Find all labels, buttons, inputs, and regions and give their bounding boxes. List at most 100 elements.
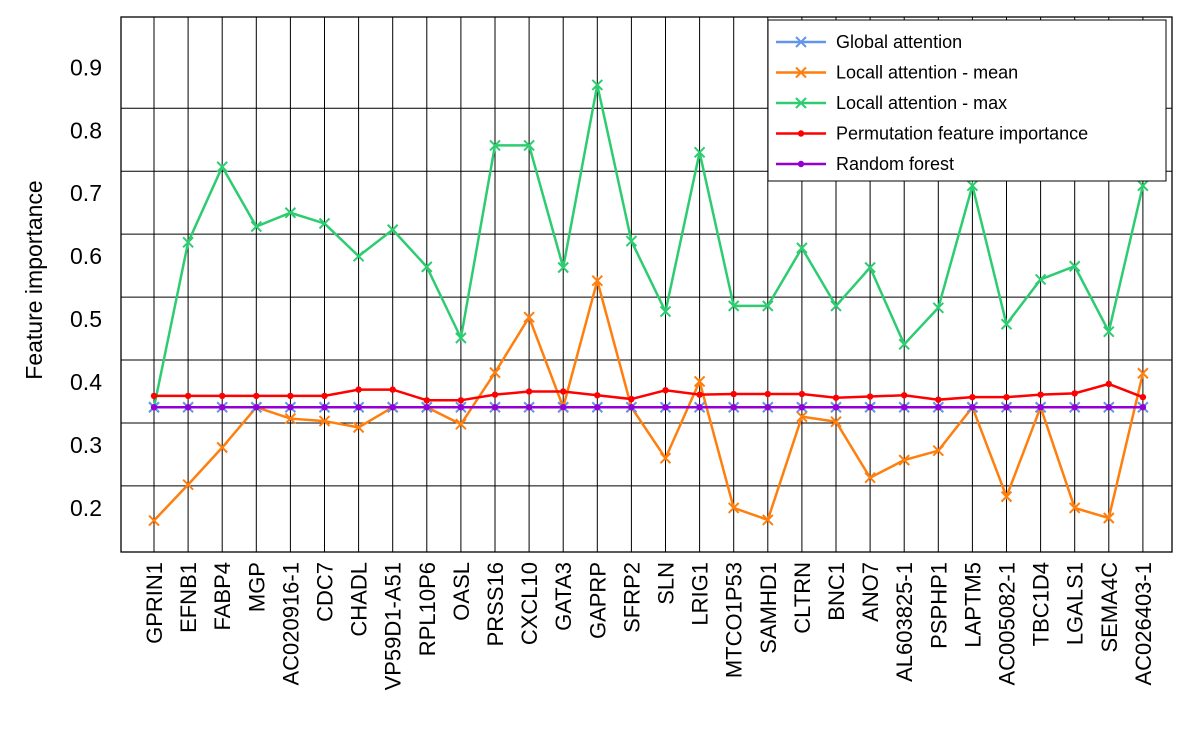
data-point — [491, 391, 499, 398]
data-point — [935, 404, 942, 411]
data-point — [386, 224, 399, 236]
data-point — [216, 161, 228, 173]
data-point — [457, 404, 465, 411]
data-point — [628, 395, 635, 403]
data-point — [832, 404, 840, 411]
data-point — [662, 404, 669, 411]
data-point — [1003, 393, 1010, 401]
series-line — [152, 84, 1145, 408]
data-point — [866, 393, 874, 400]
data-point — [693, 146, 706, 159]
data-point — [287, 404, 294, 411]
data-point — [730, 390, 737, 398]
data-point — [321, 404, 328, 411]
data-point — [489, 366, 501, 379]
x-tick-label: CDC7 — [313, 562, 338, 622]
data-point — [898, 454, 910, 466]
data-point — [1000, 490, 1013, 503]
data-point — [216, 441, 228, 454]
legend: Global attention Locall attention - mean L… — [767, 19, 1167, 182]
data-point — [659, 452, 672, 464]
data-point — [1068, 260, 1081, 272]
data-point — [594, 392, 601, 399]
data-point — [969, 393, 976, 401]
data-point — [1139, 393, 1147, 401]
x-tick-label: GPRIN1 — [142, 562, 167, 644]
data-point — [693, 375, 706, 388]
data-point — [253, 392, 260, 400]
x-tick-label: GAPRP — [585, 562, 610, 639]
data-point — [560, 404, 567, 411]
x-tick-label: OASL — [449, 562, 474, 621]
data-point — [628, 404, 635, 411]
data-point — [1034, 273, 1047, 286]
data-point — [253, 404, 260, 411]
data-point — [727, 300, 740, 312]
y-tick-label: 0.4 — [70, 369, 102, 395]
y-axis-ticks: 0.2 0.3 0.4 0.5 0.6 0.7 0.8 0.9 — [70, 54, 102, 521]
data-point — [898, 338, 910, 351]
data-point — [591, 275, 604, 287]
y-tick-label: 0.9 — [70, 54, 102, 80]
data-point — [659, 305, 672, 318]
legend-marker — [797, 130, 805, 137]
data-point — [1068, 502, 1081, 514]
x-tick-label: TBC1D4 — [1029, 562, 1054, 646]
data-point — [832, 394, 840, 401]
y-tick-label: 0.2 — [70, 495, 102, 521]
legend-marker — [795, 66, 807, 79]
data-point — [491, 404, 499, 411]
data-point — [352, 250, 365, 262]
data-point — [184, 392, 192, 400]
data-point — [864, 261, 876, 274]
data-point — [1103, 512, 1115, 524]
data-point — [287, 392, 294, 400]
data-point — [901, 392, 908, 399]
data-point — [182, 236, 194, 249]
x-tick-label: PRSS16 — [483, 562, 508, 646]
data-point — [455, 332, 467, 344]
data-point — [830, 300, 842, 312]
data-point — [523, 311, 535, 323]
series-random-forest — [150, 404, 1147, 411]
data-point — [150, 392, 158, 400]
data-point — [455, 418, 467, 430]
data-point — [148, 514, 160, 527]
data-point — [421, 261, 433, 273]
data-point — [762, 300, 774, 312]
x-tick-label: CHADL — [347, 562, 372, 637]
x-axis-ticks: GPRIN1 EFNB1 FABP4 MGP AC020916-1 CDC7 CHADL VP… — [142, 562, 1156, 691]
data-point — [696, 404, 703, 411]
data-point — [730, 404, 737, 411]
data-point — [523, 139, 535, 152]
x-tick-label: SEMA4C — [1097, 562, 1122, 653]
data-point — [798, 404, 806, 411]
data-point — [662, 387, 669, 394]
data-point — [219, 392, 226, 400]
data-point — [764, 390, 771, 398]
legend-label: Global attention — [836, 32, 962, 52]
legend-item: Random forest — [776, 154, 954, 174]
x-tick-label: MTCO1P53 — [722, 562, 747, 678]
data-point — [525, 388, 533, 395]
data-point — [352, 421, 365, 434]
data-point — [150, 404, 158, 411]
data-point — [764, 404, 771, 411]
data-point — [1137, 367, 1149, 379]
data-point — [625, 235, 638, 247]
x-tick-label: GATA3 — [551, 562, 576, 631]
data-point — [796, 410, 808, 423]
plot-frame — [120, 16, 1173, 553]
legend-item: Global attention — [776, 32, 962, 52]
data-point — [250, 220, 263, 233]
series-locall-attention-max — [148, 79, 1149, 413]
data-point — [696, 391, 703, 398]
x-tick-label: AC005082-1 — [995, 562, 1020, 686]
data-point — [796, 242, 808, 254]
y-tick-label: 0.7 — [70, 180, 102, 206]
x-tick-label: BNC1 — [824, 562, 849, 621]
x-tick-label: VP59D1-A51 — [381, 562, 406, 690]
data-point — [1037, 404, 1044, 411]
legend-label: Random forest — [836, 154, 954, 174]
y-tick-label: 0.5 — [70, 306, 102, 332]
